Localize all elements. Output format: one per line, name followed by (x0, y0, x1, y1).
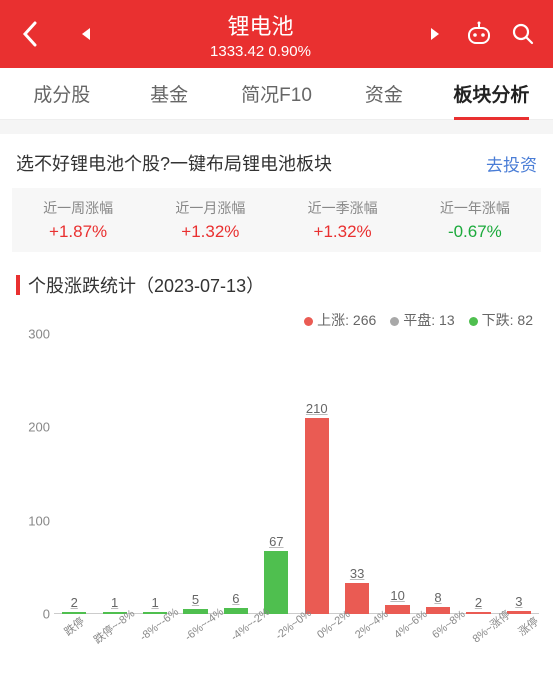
bar-column: 1 (135, 334, 175, 614)
tab-3[interactable]: 资金 (330, 68, 437, 119)
back-button[interactable] (12, 21, 48, 47)
bar-value-label: 33 (350, 566, 364, 581)
bar (183, 609, 207, 614)
period-stat: 近一月涨幅 +1.32% (144, 188, 276, 252)
bar-column: 10 (377, 334, 417, 614)
bar-chart: 010020030021156672103310823 (54, 334, 539, 614)
stat-label: 近一周涨幅 (12, 198, 144, 218)
bar-column: 5 (175, 334, 215, 614)
next-sector-button[interactable] (417, 26, 453, 42)
period-stat: 近一周涨幅 +1.87% (12, 188, 144, 252)
bar-column: 2 (458, 334, 498, 614)
bar-value-label: 6 (232, 591, 239, 606)
bar-value-label: 210 (306, 401, 328, 416)
bar-value-label: 8 (434, 590, 441, 605)
stat-value: +1.32% (144, 222, 276, 242)
chart-title-text: 个股涨跌统计（2023-07-13） (28, 272, 264, 298)
bar-column: 210 (297, 334, 337, 614)
bar (345, 583, 369, 614)
bar-column: 2 (54, 334, 94, 614)
legend-dot (469, 317, 478, 326)
chart-section-title: 个股涨跌统计（2023-07-13） (0, 252, 553, 306)
bar-column: 6 (216, 334, 256, 614)
bar (305, 418, 329, 614)
bar (264, 551, 288, 614)
prev-sector-button[interactable] (68, 26, 104, 42)
x-label: 跌停 (57, 611, 91, 642)
chart-x-labels: 跌停跌停~-8%-8%~-6%-6%~-4%-4%~-2%-2%~0%0%~2%… (54, 620, 539, 636)
assistant-icon[interactable] (461, 21, 497, 47)
x-label: 涨停 (512, 611, 546, 642)
bars-group: 2 1 1 5 6 67 210 33 10 8 2 3 (54, 334, 539, 614)
tab-4[interactable]: 板块分析 (438, 68, 545, 119)
bar (385, 605, 409, 614)
period-stat: 近一年涨幅 -0.67% (409, 188, 541, 252)
app-header: 锂电池 1333.42 0.90% (0, 0, 553, 68)
legend-dot (390, 317, 399, 326)
y-tick: 100 (14, 513, 50, 528)
stat-label: 近一年涨幅 (409, 198, 541, 218)
chart-legend: 上涨: 266 平盘: 13 下跌: 82 (0, 306, 553, 334)
stat-value: +1.32% (277, 222, 409, 242)
sector-index: 1333.42 0.90% (104, 43, 417, 60)
y-tick: 0 (14, 607, 50, 622)
bar-value-label: 2 (475, 595, 482, 610)
period-stat: 近一季涨幅 +1.32% (277, 188, 409, 252)
stat-value: -0.67% (409, 222, 541, 242)
sector-title: 锂电池 (104, 9, 417, 41)
bar (466, 612, 490, 614)
bar-value-label: 1 (151, 595, 158, 610)
bar-column: 8 (418, 334, 458, 614)
section-gap (0, 120, 553, 134)
stat-value: +1.87% (12, 222, 144, 242)
header-title-block: 锂电池 1333.42 0.90% (104, 9, 417, 60)
bar-column: 3 (499, 334, 539, 614)
legend-item: 下跌: 82 (469, 310, 533, 330)
bar-column: 1 (94, 334, 134, 614)
bar-column: 33 (337, 334, 377, 614)
bar (507, 611, 531, 614)
tab-2[interactable]: 简况F10 (223, 68, 330, 119)
bar-value-label: 3 (515, 594, 522, 609)
tab-1[interactable]: 基金 (115, 68, 222, 119)
title-accent-bar (16, 275, 20, 295)
y-tick: 300 (14, 327, 50, 342)
chart-container: 010020030021156672103310823 跌停跌停~-8%-8%~… (0, 334, 553, 636)
bar-value-label: 1 (111, 595, 118, 610)
stat-label: 近一季涨幅 (277, 198, 409, 218)
bar-value-label: 5 (192, 592, 199, 607)
bar (224, 608, 248, 614)
legend-item: 平盘: 13 (390, 310, 454, 330)
search-icon[interactable] (505, 22, 541, 46)
invest-banner: 选不好锂电池个股?一键布局锂电池板块 去投资 (0, 134, 553, 188)
bar-column: 67 (256, 334, 296, 614)
bar-value-label: 67 (269, 534, 283, 549)
bar-value-label: 10 (390, 588, 404, 603)
banner-text: 选不好锂电池个股?一键布局锂电池板块 (16, 150, 332, 176)
invest-link[interactable]: 去投资 (486, 151, 537, 176)
bar-value-label: 2 (71, 595, 78, 610)
y-tick: 200 (14, 420, 50, 435)
bar (426, 607, 450, 614)
tab-bar: 成分股基金简况F10资金板块分析 (0, 68, 553, 120)
legend-dot (304, 317, 313, 326)
period-stats-row: 近一周涨幅+1.87%近一月涨幅+1.32%近一季涨幅+1.32%近一年涨幅-0… (12, 188, 541, 252)
tab-0[interactable]: 成分股 (8, 68, 115, 119)
stat-label: 近一月涨幅 (144, 198, 276, 218)
legend-item: 上涨: 266 (304, 310, 376, 330)
